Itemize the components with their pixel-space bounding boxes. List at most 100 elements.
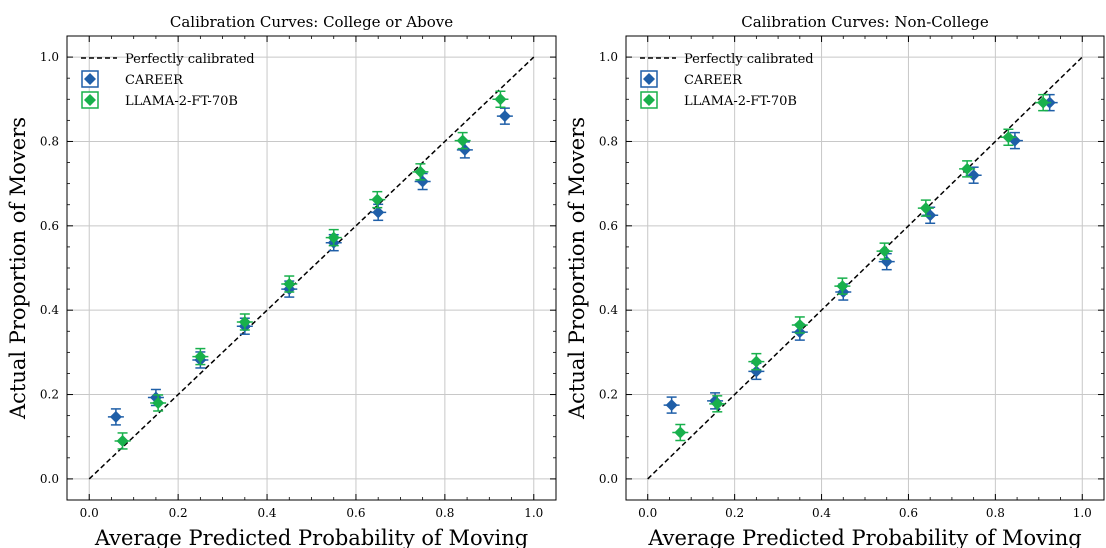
x-tick-label: 0.6 xyxy=(899,506,918,520)
grid-lines xyxy=(626,36,1104,500)
data-point xyxy=(236,313,253,331)
data-point xyxy=(748,352,765,371)
legend-label: CAREER xyxy=(684,73,743,88)
x-tick-label: 0.2 xyxy=(169,506,188,520)
legend-label: LLAMA-2-FT-70B xyxy=(125,94,238,109)
y-tick-label: 0.4 xyxy=(599,303,618,317)
diamond-marker xyxy=(116,434,129,447)
y-tick-label: 1.0 xyxy=(40,50,59,64)
x-tick-label: 0.8 xyxy=(435,506,454,520)
data-point xyxy=(369,190,386,209)
y-tick-label: 0.0 xyxy=(599,472,618,486)
legend-swatch-marker xyxy=(84,73,96,85)
y-tick-label: 0.6 xyxy=(599,219,618,233)
data-point xyxy=(663,396,680,414)
x-tick-label: 0.4 xyxy=(812,506,831,520)
diamond-marker xyxy=(494,93,507,106)
x-axis-label: Average Predicted Probability of Moving xyxy=(94,526,528,548)
y-tick-label: 0.2 xyxy=(40,388,59,402)
data-point xyxy=(1035,93,1052,112)
diamond-marker xyxy=(458,143,471,156)
data-point xyxy=(456,141,473,159)
data-point xyxy=(114,432,131,450)
diamond-marker xyxy=(498,110,511,123)
x-tick-label: 0.4 xyxy=(257,506,276,520)
diamond-marker xyxy=(194,350,207,363)
data-point xyxy=(107,408,124,426)
y-tick-label: 0.2 xyxy=(599,388,618,402)
perfect-calibration-line xyxy=(88,56,535,480)
diamond-marker xyxy=(750,355,763,368)
diamond-marker xyxy=(793,318,806,331)
grid-lines xyxy=(67,36,556,500)
x-tick-label: 0.6 xyxy=(346,506,365,520)
legend: Perfectly calibrated CAREER LLAMA-2-FT-70B xyxy=(640,52,814,109)
diamond-marker xyxy=(152,396,165,409)
diamond-marker xyxy=(711,397,724,410)
diamond-marker xyxy=(109,410,122,423)
panel-non-college: Calibration Curves: Non-College Average … xyxy=(565,13,1105,548)
series-llama xyxy=(672,93,1052,442)
y-axis-label: Actual Proportion of Movers xyxy=(6,117,30,420)
diamond-marker xyxy=(456,134,469,147)
diamond-marker xyxy=(674,426,687,439)
data-point xyxy=(834,277,851,295)
x-tick-label: 0.8 xyxy=(986,506,1005,520)
data-point xyxy=(454,131,471,150)
y-tick-label: 0.8 xyxy=(599,134,618,148)
data-point xyxy=(876,242,893,260)
data-point xyxy=(370,203,387,222)
data-point xyxy=(192,347,209,366)
x-tick-label: 1.0 xyxy=(524,506,543,520)
data-point xyxy=(965,166,982,184)
legend-swatch-marker xyxy=(643,73,655,85)
diamond-marker xyxy=(1037,96,1050,109)
data-point xyxy=(959,160,976,178)
legend: Perfectly calibrated CAREER LLAMA-2-FT-70B xyxy=(81,52,255,109)
data-point xyxy=(878,252,895,271)
plot-frame xyxy=(625,35,1105,501)
data-point xyxy=(492,90,509,109)
perfect-calibration-line xyxy=(647,56,1083,480)
x-tick-label: 0.0 xyxy=(80,506,99,520)
series-career xyxy=(663,93,1058,414)
data-point xyxy=(791,316,808,334)
diamond-marker xyxy=(880,255,893,268)
panel-college: Calibration Curves: College or Above Ave… xyxy=(6,13,557,548)
y-tick-label: 0.6 xyxy=(40,219,59,233)
legend-label: Perfectly calibrated xyxy=(125,52,255,67)
diamond-marker xyxy=(283,278,296,291)
data-point xyxy=(412,163,429,181)
x-axis-label: Average Predicted Probability of Moving xyxy=(647,526,1081,548)
data-point xyxy=(281,275,298,293)
diamond-marker xyxy=(750,365,763,378)
diamond-marker xyxy=(961,162,974,175)
x-tick-label: 1.0 xyxy=(1073,506,1092,520)
diamond-marker xyxy=(416,175,429,188)
axis-ticks: 0.0 0.2 0.4 0.6 0.8 1.0 0.0 0.2 0.4 0.6 0.8 1.0 xyxy=(599,35,1105,520)
chart-title: Calibration Curves: Non-College xyxy=(741,13,989,31)
series-llama xyxy=(114,90,509,450)
diamond-marker xyxy=(665,399,678,412)
y-axis-label: Actual Proportion of Movers xyxy=(565,117,589,420)
legend-swatch-marker xyxy=(643,94,655,106)
legend-label: LLAMA-2-FT-70B xyxy=(684,94,797,109)
y-tick-label: 0.4 xyxy=(40,303,59,317)
diamond-marker xyxy=(372,206,385,219)
data-point xyxy=(917,199,934,217)
legend-swatch-marker xyxy=(84,94,96,106)
legend-label: Perfectly calibrated xyxy=(684,52,814,67)
data-point xyxy=(1000,128,1017,146)
y-tick-label: 0.0 xyxy=(40,472,59,486)
plot-frame xyxy=(66,35,557,501)
diamond-marker xyxy=(327,231,340,244)
data-point xyxy=(150,394,167,412)
diamond-marker xyxy=(878,245,891,258)
data-point xyxy=(672,423,689,442)
diamond-marker xyxy=(371,193,384,206)
diamond-marker xyxy=(967,169,980,182)
series-career xyxy=(107,107,513,426)
y-tick-label: 1.0 xyxy=(599,50,618,64)
diamond-marker xyxy=(238,315,251,328)
